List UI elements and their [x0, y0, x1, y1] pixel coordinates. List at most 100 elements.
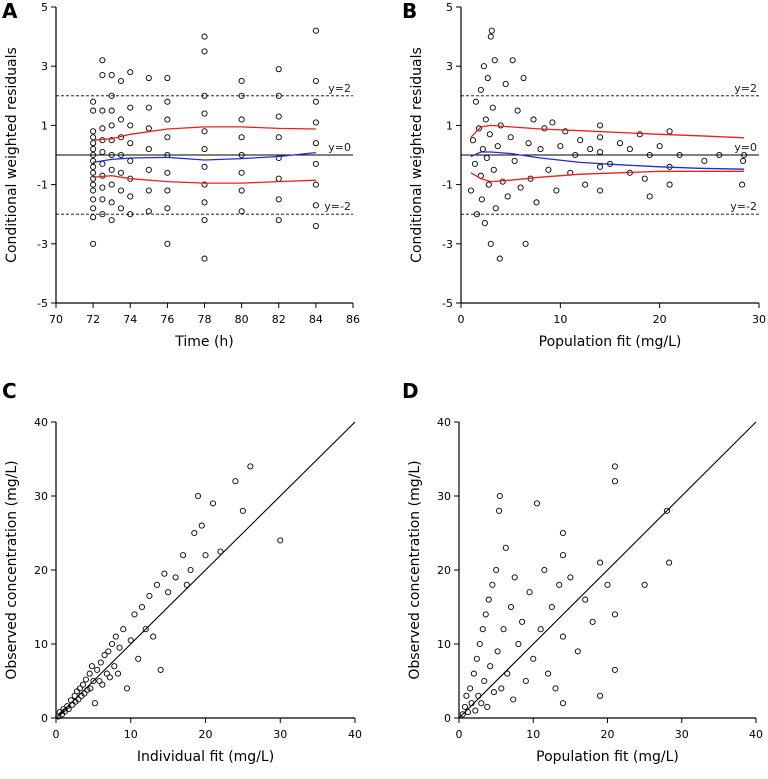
data-point	[646, 193, 653, 200]
data-point	[238, 92, 245, 99]
data-point	[517, 184, 524, 191]
panel-letter-d: D	[402, 379, 419, 403]
data-point	[275, 66, 282, 73]
data-point	[164, 134, 171, 141]
data-point	[312, 27, 319, 34]
data-point	[131, 611, 138, 618]
data-point	[526, 589, 533, 596]
data-point	[275, 92, 282, 99]
data-point	[572, 151, 579, 159]
data-point	[587, 146, 594, 153]
data-point	[127, 637, 134, 644]
data-point	[90, 157, 97, 164]
data-point	[88, 663, 95, 670]
data-point	[146, 592, 153, 599]
y-tick-label: 3	[446, 60, 453, 73]
panel-letter-a: A	[2, 0, 18, 23]
data-point	[111, 663, 118, 670]
data-point	[611, 478, 618, 485]
data-point	[90, 205, 97, 212]
data-point	[116, 644, 123, 651]
data-point	[559, 633, 567, 640]
data-point	[79, 681, 86, 688]
data-point	[164, 169, 171, 176]
data-point	[201, 163, 208, 170]
data-point	[275, 134, 282, 141]
data-point	[312, 160, 319, 167]
data-point	[108, 181, 115, 188]
data-point	[164, 116, 171, 123]
data-point	[127, 211, 134, 218]
x-axis-title: Population fit (mg/L)	[539, 334, 682, 350]
data-point	[479, 626, 486, 633]
data-point	[553, 187, 560, 194]
data-point	[164, 98, 171, 105]
y-axis-title: Conditional weighted residuals	[409, 47, 425, 263]
data-point	[120, 626, 127, 633]
data-point	[556, 581, 563, 588]
data-point	[81, 690, 88, 697]
data-point	[312, 140, 319, 147]
y-tick-label: 3	[41, 60, 48, 73]
data-point	[500, 626, 507, 633]
data-point	[201, 199, 208, 206]
data-point	[461, 703, 468, 710]
data-point	[312, 119, 319, 126]
x-tick-label: 72	[86, 313, 100, 326]
data-point	[646, 151, 653, 159]
data-point	[99, 160, 106, 167]
reference-line-label: y=2	[328, 82, 351, 95]
data-point	[238, 134, 245, 141]
data-point	[164, 205, 171, 212]
data-point	[76, 685, 83, 692]
data-point	[103, 670, 110, 677]
data-point	[198, 522, 205, 529]
data-point	[312, 98, 319, 105]
data-point	[312, 77, 319, 85]
data-point	[90, 163, 97, 170]
data-point	[498, 685, 505, 692]
data-point	[96, 677, 103, 685]
data-point	[507, 603, 515, 611]
data-point	[90, 175, 97, 182]
x-tick-label: 0	[53, 728, 60, 741]
data-point	[533, 500, 541, 507]
data-point	[604, 581, 611, 588]
data-point	[740, 157, 747, 164]
y-axis-title: Conditional weighted residuals	[4, 47, 20, 263]
y-tick-label: -5	[442, 297, 453, 310]
data-point	[105, 648, 112, 655]
data-point	[108, 107, 115, 114]
data-point	[626, 146, 633, 153]
data-point	[238, 208, 245, 215]
data-point	[616, 140, 623, 147]
data-point	[489, 581, 496, 588]
x-tick-label: 80	[235, 313, 249, 326]
data-point	[99, 196, 106, 203]
x-tick-label: 0	[458, 313, 465, 326]
data-point	[701, 157, 708, 164]
x-tick-label: 10	[526, 728, 540, 741]
data-point	[494, 143, 501, 150]
data-point	[739, 181, 746, 188]
data-point	[201, 255, 208, 262]
data-point	[99, 148, 106, 156]
data-point	[502, 544, 509, 551]
data-point	[478, 196, 485, 203]
data-point	[201, 92, 208, 99]
data-point	[172, 574, 179, 581]
y-tick-label: 40	[437, 416, 451, 429]
data-point	[312, 222, 319, 230]
data-point	[112, 633, 119, 640]
data-point	[493, 566, 500, 574]
data-point	[519, 618, 526, 625]
smooth-line-lower	[93, 175, 316, 184]
x-tick-label: 82	[272, 313, 286, 326]
data-point	[84, 686, 91, 693]
data-point	[191, 529, 198, 537]
data-point	[108, 151, 115, 159]
data-point	[504, 193, 511, 200]
data-point	[164, 74, 171, 82]
data-point	[511, 574, 518, 581]
data-point	[741, 151, 748, 159]
